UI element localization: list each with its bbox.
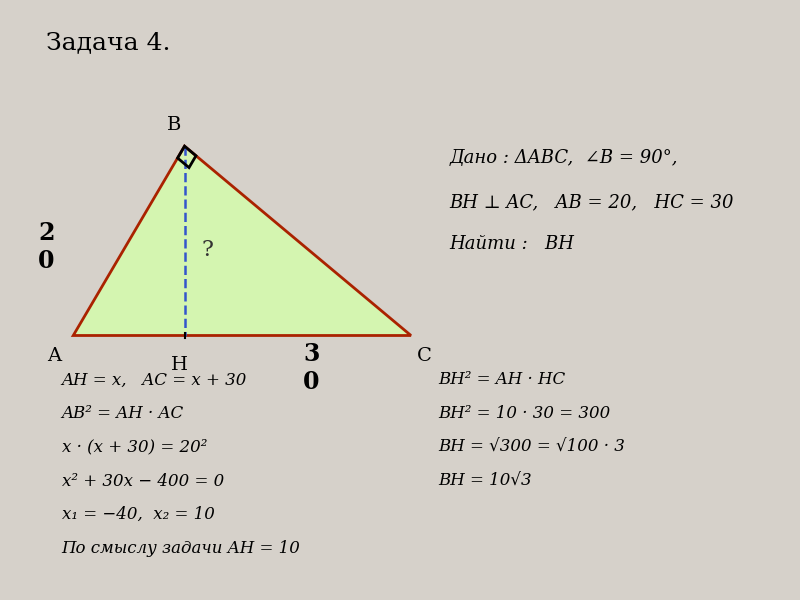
Text: BH ⊥ AC,   AB = 20,   HC = 30: BH ⊥ AC, AB = 20, HC = 30 [450,193,734,211]
Text: Задача 4.: Задача 4. [46,31,171,54]
Text: A: A [47,347,61,365]
Text: C: C [418,347,432,365]
Text: BH² = AH · HC: BH² = AH · HC [438,371,565,388]
Text: 2
0: 2 0 [38,221,54,272]
Text: ?: ? [202,239,214,261]
Text: 3
0: 3 0 [303,342,319,394]
Text: BH = 10√3: BH = 10√3 [438,473,531,490]
Text: По смыслу задачи AH = 10: По смыслу задачи AH = 10 [62,540,301,557]
Polygon shape [74,146,411,335]
Text: x · (x + 30) = 20²: x · (x + 30) = 20² [62,439,207,456]
Text: Найти :   BH: Найти : BH [450,235,574,253]
Text: B: B [167,116,182,134]
Text: H: H [170,356,188,374]
Text: Дано : ΔABC,  ∠B = 90°,: Дано : ΔABC, ∠B = 90°, [450,149,678,167]
Text: BH² = 10 · 30 = 300: BH² = 10 · 30 = 300 [438,405,610,422]
Text: x² + 30x − 400 = 0: x² + 30x − 400 = 0 [62,473,224,490]
Text: AH = x,   AC = x + 30: AH = x, AC = x + 30 [62,371,247,388]
Text: BH = √300 = √100 · 3: BH = √300 = √100 · 3 [438,439,625,456]
Text: AB² = AH · AC: AB² = AH · AC [62,405,184,422]
Text: x₁ = −40,  x₂ = 10: x₁ = −40, x₂ = 10 [62,506,214,523]
